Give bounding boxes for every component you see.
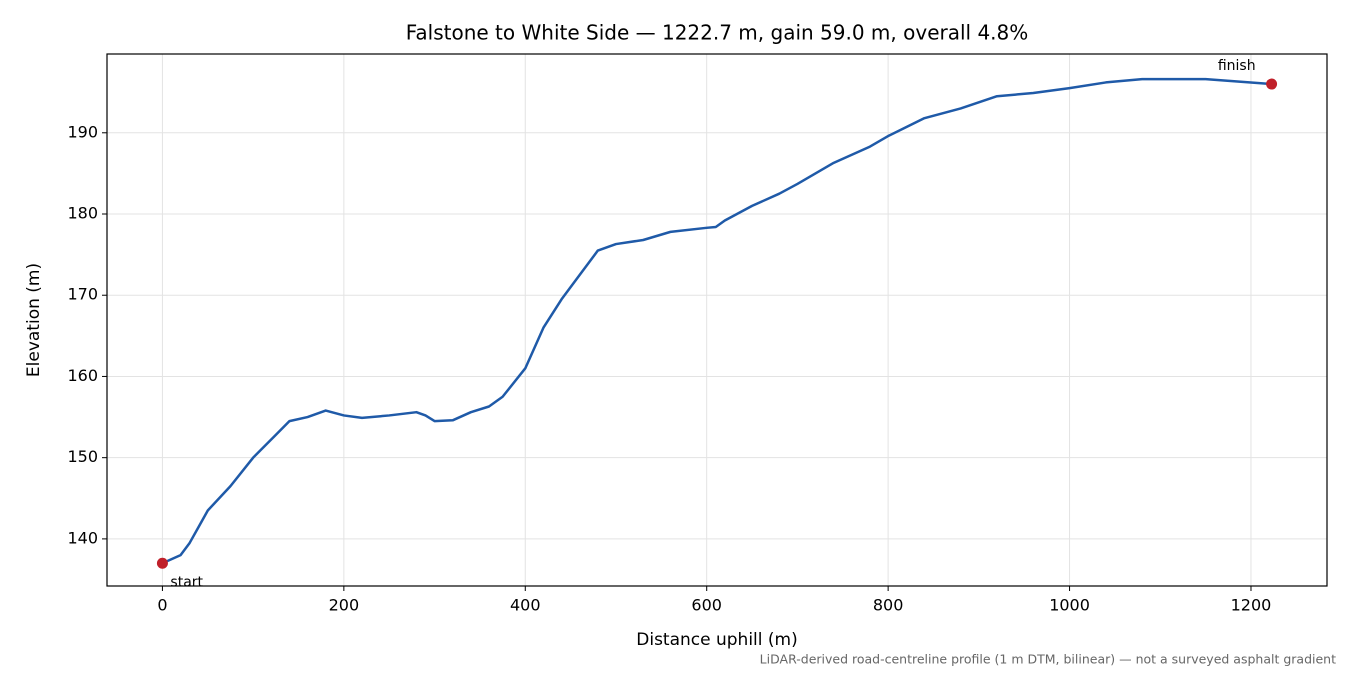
endpoint-marker xyxy=(156,557,168,569)
x-tick-label: 400 xyxy=(510,596,541,615)
footnote: LiDAR-derived road-centreline profile (1… xyxy=(760,652,1336,667)
x-tick-label: 1200 xyxy=(1231,596,1272,615)
chart-title: Falstone to White Side — 1222.7 m, gain … xyxy=(406,21,1029,45)
x-tick-label: 600 xyxy=(691,596,722,615)
y-tick-label: 180 xyxy=(67,204,98,223)
y-tick-label: 170 xyxy=(67,285,98,304)
x-tick-label: 200 xyxy=(329,596,360,615)
x-tick-label: 800 xyxy=(873,596,904,615)
y-tick-label: 150 xyxy=(67,447,98,466)
y-axis-label: Elevation (m) xyxy=(24,263,44,377)
plot-frame xyxy=(106,53,1328,587)
endpoint-marker xyxy=(1266,78,1278,90)
endpoint-label: start xyxy=(170,574,203,590)
x-axis-label: Distance uphill (m) xyxy=(636,630,797,650)
y-tick-label: 190 xyxy=(67,122,98,141)
endpoint-label: finish xyxy=(1218,58,1256,74)
y-tick-label: 140 xyxy=(67,528,98,547)
y-tick-label: 160 xyxy=(67,366,98,385)
x-tick-label: 1000 xyxy=(1049,596,1090,615)
x-tick-label: 0 xyxy=(157,596,167,615)
elevation-line xyxy=(161,77,1272,565)
